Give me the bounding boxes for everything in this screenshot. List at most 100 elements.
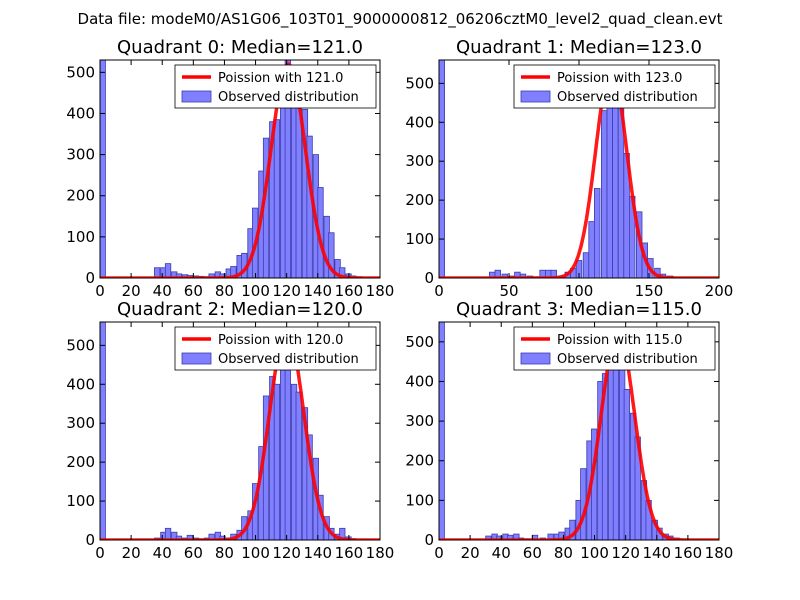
y-tick-label: 400 — [66, 375, 95, 393]
y-tick-label: 400 — [66, 104, 95, 122]
x-tick-label: 20 — [122, 282, 141, 300]
y-tick-label: 500 — [66, 336, 95, 354]
x-tick-label: 60 — [523, 544, 542, 562]
x-tick-label: 100 — [565, 282, 594, 300]
histogram-bar — [230, 266, 237, 278]
figure-suptitle: Data file: modeM0/AS1G06_103T01_90000008… — [78, 10, 723, 29]
histogram-bar — [601, 110, 608, 278]
y-tick-label: 200 — [66, 187, 95, 205]
x-tick-label: 80 — [215, 544, 234, 562]
histogram-bar — [501, 273, 508, 278]
y-tick-label: 500 — [66, 63, 95, 81]
x-tick-label: 50 — [499, 282, 518, 300]
legend: Poission with 120.0 Observed distribution — [174, 326, 377, 371]
plot-area — [439, 322, 719, 540]
x-tick-label: 160 — [674, 544, 703, 562]
legend-label-observed: Observed distribution — [218, 90, 359, 105]
y-tick-label: 200 — [405, 452, 434, 470]
histogram-bar — [594, 188, 601, 278]
y-tick-label: 500 — [405, 74, 434, 92]
y-tick-label: 0 — [424, 531, 434, 549]
x-tick-label: 150 — [635, 282, 664, 300]
x-tick-label: 0 — [95, 282, 105, 300]
histogram-bar — [284, 60, 291, 278]
x-tick-label: 140 — [303, 282, 332, 300]
x-tick-label: 100 — [241, 544, 270, 562]
legend-label-poisson: Poission with 115.0 — [557, 333, 682, 348]
histogram-bar — [494, 269, 501, 278]
quadrant-3-panel: Quadrant 3: Median=115.00 20 40 60 80 100 120 1… — [405, 299, 733, 562]
x-tick-label: 120 — [272, 282, 301, 300]
histogram-bar — [507, 534, 514, 540]
poisson-curve — [100, 62, 380, 278]
y-tick-label: 300 — [66, 414, 95, 432]
quadrant-0-panel: Quadrant 0: Median=121.00 20 40 60 80 100 120 1… — [66, 37, 394, 300]
legend-label-poisson: Poission with 120.0 — [218, 333, 343, 348]
histogram-bar — [485, 535, 492, 540]
y-tick-label: 100 — [66, 492, 95, 510]
histogram-bar — [550, 269, 557, 278]
x-tick-label: 80 — [215, 282, 234, 300]
x-tick-label: 100 — [241, 282, 270, 300]
x-tick-label: 40 — [492, 544, 511, 562]
x-tick-label: 60 — [184, 544, 203, 562]
legend-bar-swatch — [520, 352, 551, 365]
axes-frame — [438, 321, 720, 541]
histogram-bar — [496, 535, 503, 540]
x-tick-label: 0 — [95, 544, 105, 562]
y-tick-label: 0 — [85, 531, 95, 549]
histogram-bar — [606, 94, 613, 278]
legend-label-poisson: Poission with 123.0 — [557, 71, 682, 86]
y-tick-label: 300 — [66, 146, 95, 164]
poisson-curve — [100, 327, 380, 540]
x-tick-label: 40 — [153, 544, 172, 562]
y-tick-label: 100 — [405, 230, 434, 248]
y-tick-label: 0 — [424, 269, 434, 287]
x-tick-label: 140 — [303, 544, 332, 562]
x-tick-label: 40 — [153, 282, 172, 300]
quadrant-2-panel: Quadrant 2: Median=120.00 20 40 60 80 100 120 1… — [66, 299, 394, 562]
quadrant-3-title: Quadrant 3: Median=115.0 — [456, 299, 702, 320]
x-tick-label: 200 — [705, 282, 734, 300]
histogram-bar — [100, 322, 106, 540]
y-tick-label: 200 — [405, 191, 434, 209]
histogram-bar — [612, 341, 620, 540]
legend-bar-swatch — [181, 90, 212, 103]
x-tick-label: 180 — [366, 544, 395, 562]
histogram-bar — [164, 527, 172, 540]
quadrant-0-title: Quadrant 0: Median=121.0 — [117, 37, 363, 58]
x-tick-label: 160 — [335, 544, 364, 562]
y-tick-label: 300 — [405, 152, 434, 170]
histogram-bar — [547, 533, 554, 540]
legend: Poission with 123.0 Observed distribution — [513, 64, 716, 109]
histogram-bar — [582, 252, 590, 278]
x-tick-label: 100 — [580, 544, 609, 562]
plot-area — [100, 322, 380, 540]
y-tick-label: 400 — [405, 113, 434, 131]
histogram-bar — [623, 388, 630, 540]
histogram-bar — [295, 391, 302, 540]
axes-frame — [99, 59, 381, 279]
quadrant-2-title: Quadrant 2: Median=120.0 — [117, 299, 363, 320]
quadrant-1-title: Quadrant 1: Median=123.0 — [456, 37, 702, 58]
y-tick-label: 0 — [85, 269, 95, 287]
y-tick-label: 300 — [405, 412, 434, 430]
histogram-bar — [513, 533, 520, 540]
histogram-bar — [439, 60, 445, 278]
x-tick-label: 180 — [366, 282, 395, 300]
histogram-bar — [519, 273, 527, 278]
poisson-curve — [439, 330, 719, 540]
histogram-bar — [164, 263, 172, 278]
y-tick-label: 100 — [405, 491, 434, 509]
legend-label-observed: Observed distribution — [557, 352, 698, 367]
x-tick-label: 140 — [642, 544, 671, 562]
y-tick-label: 500 — [405, 333, 434, 351]
x-tick-label: 120 — [272, 544, 301, 562]
histogram-bar — [558, 531, 565, 540]
legend-label-poisson: Poission with 121.0 — [218, 71, 343, 86]
x-tick-label: 160 — [335, 282, 364, 300]
x-tick-label: 120 — [611, 544, 640, 562]
legend-bar-swatch — [181, 352, 212, 365]
legend-label-observed: Observed distribution — [557, 90, 698, 105]
